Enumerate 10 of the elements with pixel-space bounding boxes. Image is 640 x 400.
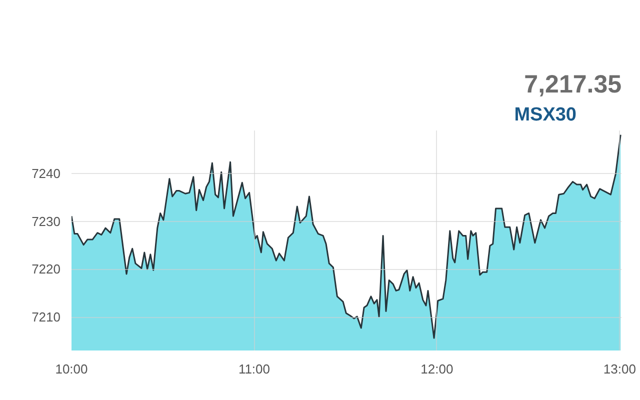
x-tick-label: 11:00: [238, 362, 270, 376]
y-tick-label: 7210: [32, 310, 60, 325]
text: MSX30: [514, 104, 577, 126]
y-tick-label: 7240: [32, 166, 60, 182]
x-tick-label: 12:00: [420, 362, 454, 376]
text: 7,217.35: [524, 70, 622, 98]
x-tick-label: 10:00: [55, 362, 88, 376]
x-tick-label: 13:00: [603, 362, 636, 376]
y-tick-label: 7220: [32, 262, 60, 277]
y-tick-label: 7230: [32, 214, 60, 229]
